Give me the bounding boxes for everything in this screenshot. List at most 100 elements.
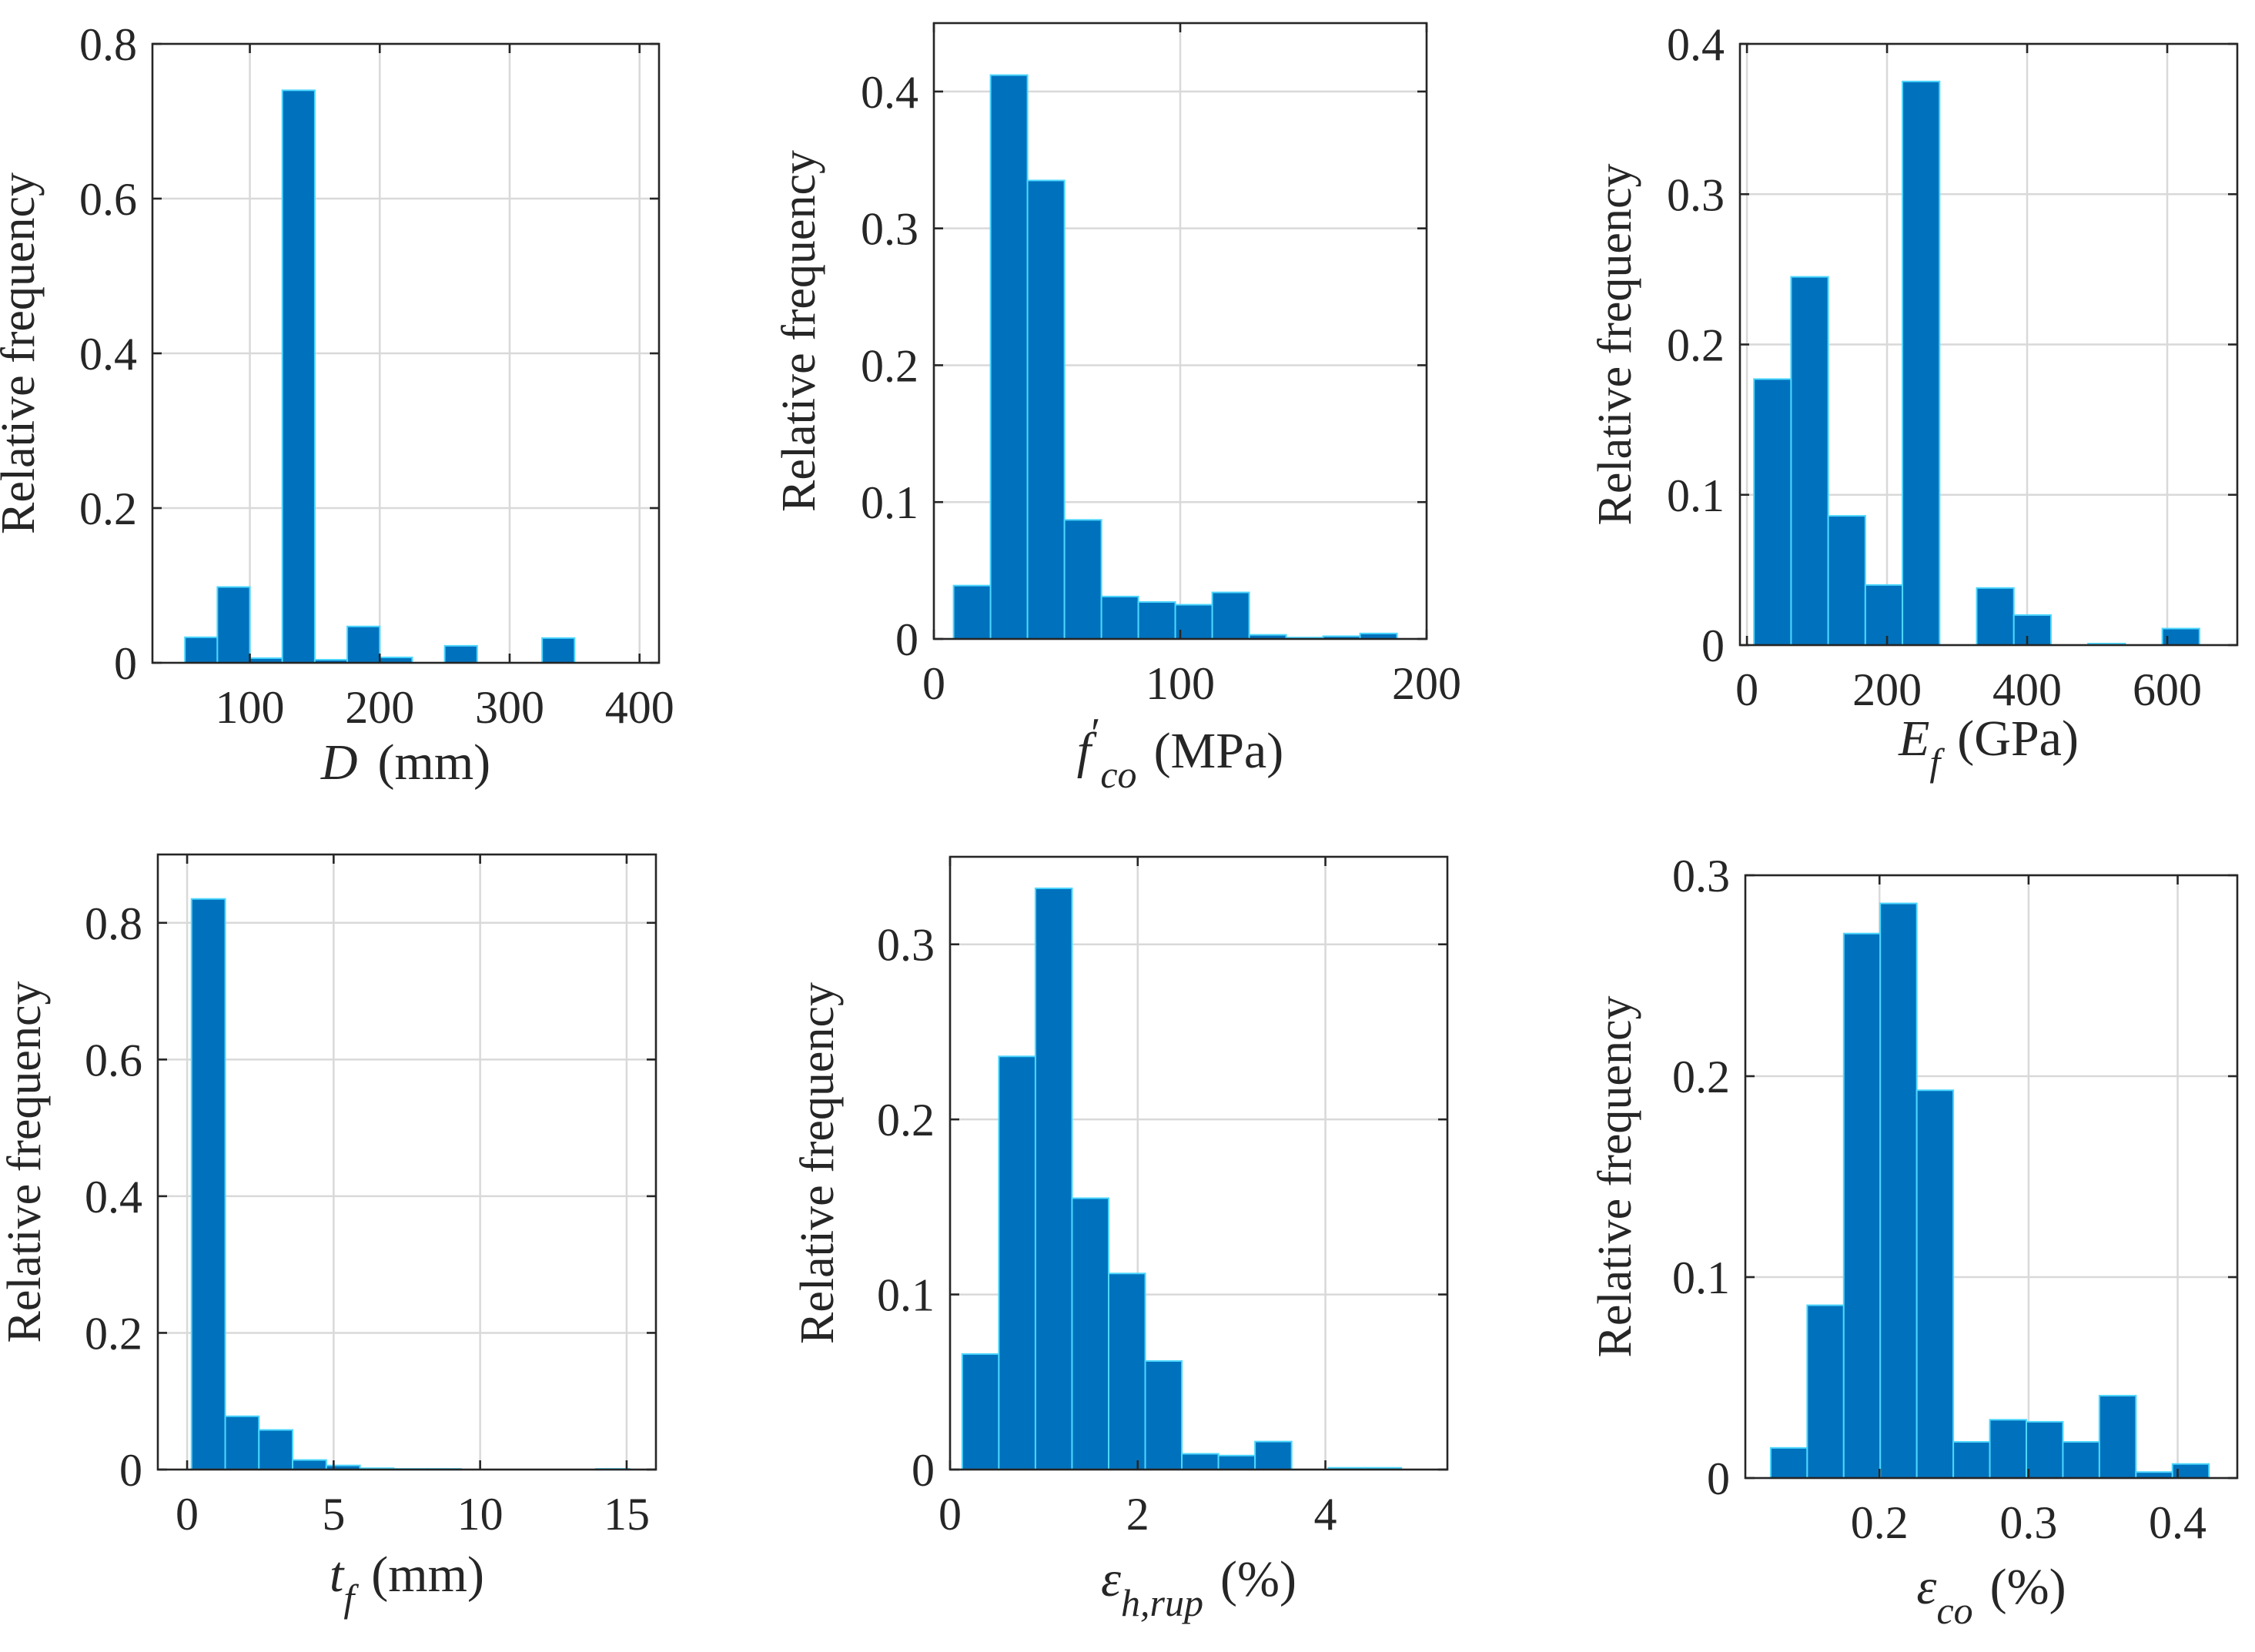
y-tick-label: 0.4 bbox=[85, 1172, 142, 1222]
y-tick-label: 0 bbox=[1701, 620, 1725, 671]
x-axis-unit: (GPa) bbox=[1957, 711, 2079, 767]
x-axis-symbol: ε bbox=[1916, 1559, 1936, 1615]
histogram-diameter-panel: 100 200 300 400 0 0.2 0.4 0.6 0.8 Relative freque… bbox=[0, 19, 674, 791]
histogram-bar bbox=[989, 74, 1029, 640]
y-tick-label: 0.6 bbox=[79, 174, 137, 225]
x-axis-label: D (mm) bbox=[320, 734, 490, 791]
histogram-bar bbox=[258, 1429, 294, 1471]
x-axis-symbol: ε bbox=[1101, 1551, 1121, 1607]
x-tick-label: 2 bbox=[1126, 1489, 1149, 1540]
histogram-bar bbox=[1976, 587, 2015, 646]
y-tick-label: 0.1 bbox=[1672, 1252, 1730, 1303]
histogram-bar bbox=[1063, 519, 1102, 640]
x-axis-label: Ef (GPa) bbox=[1898, 711, 2079, 784]
histogram-bar bbox=[1753, 378, 1792, 646]
y-axis-label: Relative frequency bbox=[773, 150, 825, 512]
y-axis-label: Relative frequency bbox=[0, 172, 45, 534]
y-tick-label: 0 bbox=[119, 1445, 142, 1496]
x-tick-label: 600 bbox=[2133, 664, 2202, 715]
histogram-bar bbox=[1144, 1359, 1183, 1470]
histogram-bar bbox=[1827, 515, 1866, 647]
histogram-bar bbox=[1952, 1441, 1991, 1480]
histogram-bar bbox=[2098, 1394, 2137, 1479]
x-axis-subscript: h,rup bbox=[1121, 1581, 1203, 1624]
x-axis-unit: (MPa) bbox=[1154, 723, 1284, 779]
y-tick-label: 0.3 bbox=[1672, 851, 1730, 901]
histogram-bar bbox=[952, 584, 992, 640]
histogram-bar bbox=[216, 586, 251, 664]
x-tick-label: 5 bbox=[322, 1489, 345, 1540]
y-tick-label: 0.6 bbox=[85, 1035, 142, 1085]
x-axis-label: tf (mm) bbox=[330, 1547, 484, 1620]
histogram-bar bbox=[1217, 1454, 1256, 1470]
histogram-bar bbox=[190, 898, 226, 1470]
x-tick-label: 0 bbox=[938, 1489, 962, 1540]
histogram-bar bbox=[443, 644, 478, 664]
x-tick-label: 200 bbox=[1392, 658, 1461, 709]
y-tick-label: 0.2 bbox=[1667, 320, 1725, 371]
histogram-bar bbox=[961, 1353, 1000, 1470]
histogram-bar bbox=[1211, 591, 1250, 640]
x-axis-symbol: t bbox=[330, 1547, 345, 1603]
axes-frame bbox=[949, 855, 1449, 1471]
x-tick-label: 0.4 bbox=[2149, 1497, 2206, 1548]
x-tick-label: 100 bbox=[216, 682, 285, 733]
y-tick-label: 0.2 bbox=[85, 1308, 142, 1359]
y-tick-label: 0.8 bbox=[85, 898, 142, 949]
histogram-eps-hrup-panel: 0 2 4 0 0.1 0.2 0.3 Relative frequency εh,rup (%) bbox=[791, 855, 1449, 1624]
x-tick-label: 0 bbox=[176, 1489, 199, 1540]
x-tick-label: 300 bbox=[475, 682, 544, 733]
y-tick-label: 0.4 bbox=[861, 67, 918, 118]
histogram-bar bbox=[541, 637, 576, 664]
y-tick-label: 0.1 bbox=[877, 1270, 935, 1321]
y-tick-label: 0.3 bbox=[861, 204, 918, 255]
histogram-bar bbox=[1100, 595, 1139, 640]
x-axis-label: f′co (MPa) bbox=[1077, 710, 1283, 796]
x-axis-unit: (mm) bbox=[371, 1547, 484, 1603]
histogram-bar bbox=[2062, 1441, 2100, 1480]
x-tick-label: 0 bbox=[1735, 664, 1758, 715]
histogram-bar bbox=[1034, 887, 1073, 1470]
histogram-bar bbox=[1107, 1272, 1146, 1471]
y-tick-label: 0.8 bbox=[79, 19, 137, 70]
y-tick-label: 0 bbox=[1707, 1453, 1730, 1504]
histogram-bar bbox=[292, 1459, 327, 1471]
histogram-bar bbox=[1902, 80, 1941, 646]
y-axis-label: Relative frequency bbox=[1589, 996, 1641, 1358]
x-axis-label: εco (%) bbox=[1916, 1559, 2066, 1632]
histogram-eps-co-panel: 0.2 0.3 0.4 0 0.1 0.2 0.3 Relative frequency εco… bbox=[1589, 851, 2239, 1632]
x-tick-label: 400 bbox=[1992, 664, 2062, 715]
x-axis-subscript: f bbox=[1929, 741, 1945, 784]
axes-frame bbox=[1744, 874, 2239, 1480]
x-axis-unit: (%) bbox=[1220, 1551, 1296, 1607]
y-tick-label: 0.2 bbox=[861, 340, 918, 391]
x-axis-subscript: co bbox=[1100, 753, 1136, 796]
x-tick-label: 100 bbox=[1146, 658, 1215, 709]
histogram-bar bbox=[1181, 1453, 1220, 1470]
y-tick-label: 0.1 bbox=[1667, 470, 1725, 521]
histogram-bar bbox=[281, 89, 316, 664]
histogram-tf-panel: 0 5 10 15 0 0.2 0.4 0.6 0.8 Relative frequency tf (… bbox=[0, 853, 657, 1620]
y-axis-label: Relative frequency bbox=[0, 982, 51, 1343]
histogram-bar bbox=[1137, 601, 1176, 640]
y-tick-label: 0 bbox=[114, 638, 137, 689]
histogram-bar bbox=[2012, 614, 2052, 647]
histogram-ef-panel: 0 200 400 600 0 0.1 0.2 0.3 0.4 Relative frequenc… bbox=[1589, 19, 2239, 784]
y-tick-label: 0.3 bbox=[877, 920, 935, 971]
axes-frame bbox=[156, 853, 657, 1471]
x-axis-label: εh,rup (%) bbox=[1101, 1551, 1296, 1624]
histogram-bar bbox=[1071, 1197, 1109, 1470]
histogram-bar bbox=[1806, 1304, 1845, 1480]
x-tick-label: 200 bbox=[345, 682, 414, 733]
histogram-bar bbox=[1915, 1089, 1955, 1480]
x-axis-prime: ′ bbox=[1091, 710, 1100, 757]
x-tick-label: 10 bbox=[457, 1489, 504, 1540]
histogram-bar bbox=[224, 1415, 260, 1470]
histogram-bar bbox=[1254, 1440, 1293, 1471]
histogram-bar bbox=[1989, 1419, 2028, 1480]
x-tick-label: 4 bbox=[1314, 1489, 1337, 1540]
histogram-bar bbox=[1026, 179, 1066, 640]
y-tick-label: 0.2 bbox=[1672, 1052, 1730, 1102]
